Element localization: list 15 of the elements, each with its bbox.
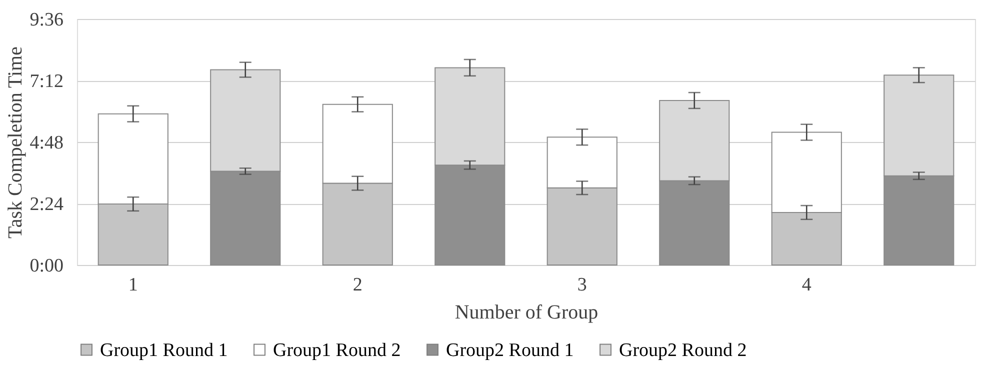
y-tick-label: 0:00 xyxy=(30,256,64,276)
x-tick-label: 1 xyxy=(128,274,138,296)
y-tick-label: 7:12 xyxy=(30,71,64,92)
x-tick-label: 2 xyxy=(352,274,362,296)
legend-label: Group2 Round 1 xyxy=(446,340,574,361)
legend-label: Group2 Round 2 xyxy=(619,340,747,361)
x-axis-title: Number of Group xyxy=(454,302,598,324)
y-tick-label: 9:36 xyxy=(30,10,64,30)
y-tick-label: 2:24 xyxy=(30,194,64,215)
y-tick-label: 4:48 xyxy=(30,132,64,154)
x-tick-label: 4 xyxy=(802,274,812,296)
legend-label: Group1 Round 2 xyxy=(273,340,401,361)
x-tick-label: 3 xyxy=(577,274,587,296)
legend-label: Group1 Round 1 xyxy=(100,340,228,361)
y-axis-title: Task Compeletion Time xyxy=(4,46,27,238)
